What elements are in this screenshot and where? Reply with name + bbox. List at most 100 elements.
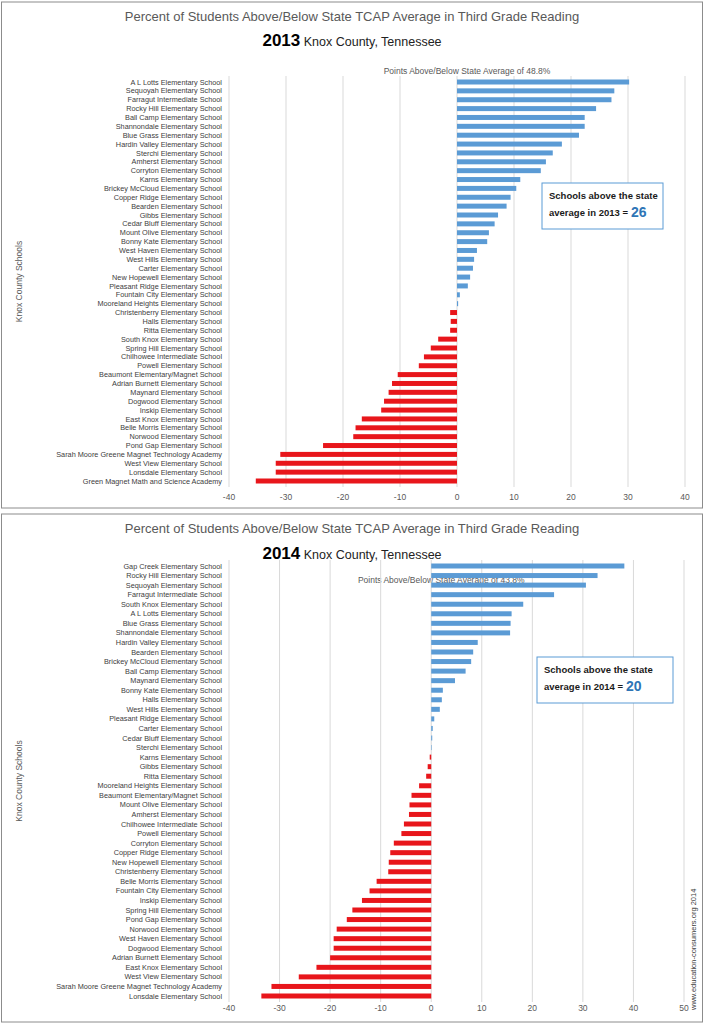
category-label: Bonny Kate Elementary School — [121, 686, 222, 695]
category-label: Fountain City Elementary School — [116, 886, 223, 895]
category-label: Dogwood Elementary School — [128, 944, 222, 953]
bar — [431, 697, 442, 702]
bar — [431, 745, 433, 750]
category-label: A L Lotts Elementary School — [131, 78, 223, 87]
category-label: Copper Ridge Elementary School — [114, 193, 223, 202]
grid-line — [330, 560, 331, 1002]
bar — [431, 573, 597, 578]
bar — [431, 659, 471, 664]
category-label: Gibbs Elementary School — [140, 211, 223, 220]
category-label: Ritta Elementary School — [144, 772, 223, 781]
bar — [438, 337, 457, 342]
category-label: Rocky Hill Elementary School — [126, 571, 222, 580]
tick-label: 0 — [429, 1003, 434, 1013]
annotation-value: 26 — [631, 204, 647, 220]
subtitle: 2014 Knox County, Tennessee — [262, 544, 441, 563]
bar — [419, 783, 431, 788]
category-label: West Haven Elementary School — [119, 934, 222, 943]
category-label: Blue Grass Elementary School — [123, 619, 223, 628]
bar — [457, 275, 470, 280]
subtitle-year: 2014 — [262, 544, 300, 563]
category-label: Spring Hill Elementary School — [125, 906, 222, 915]
grid-line — [343, 76, 344, 487]
category-label: East Knox Elementary School — [125, 963, 222, 972]
category-label: Halls Elementary School — [143, 317, 223, 326]
category-label: Maynard Elementary School — [130, 388, 222, 397]
bar — [431, 602, 523, 607]
bar — [381, 408, 457, 413]
bar — [352, 908, 431, 913]
category-label: West Hills Elementary School — [126, 255, 222, 264]
category-label: Pleasant Ridge Elementary School — [109, 714, 222, 723]
category-label: New Hopewell Elementary School — [112, 858, 222, 867]
bar — [409, 812, 431, 817]
category-label: Gap Creek Elementary School — [123, 562, 222, 571]
tick-label: 20 — [528, 1003, 538, 1013]
tick-label: -10 — [375, 1003, 388, 1013]
category-label: Powell Elementary School — [137, 361, 222, 370]
bar — [299, 974, 431, 979]
category-label: Hardin Valley Elementary School — [116, 140, 223, 149]
bar — [431, 611, 511, 616]
category-label: Copper Ridge Elementary School — [114, 848, 223, 857]
bar — [390, 850, 431, 855]
category-label: Chilhowee Intermediate School — [121, 352, 222, 361]
tick-label: 40 — [680, 492, 690, 502]
bar — [457, 133, 579, 138]
category-label: South Knox Elementary School — [121, 335, 222, 344]
grid-line — [279, 560, 280, 1002]
category-label: Brickey McCloud Elementary School — [104, 657, 222, 666]
tick-label: 10 — [509, 492, 519, 502]
category-label: Ball Camp Elementary School — [125, 667, 222, 676]
bar — [256, 479, 457, 484]
panel-frame — [2, 514, 703, 1022]
category-label: Sarah Moore Greene Magnet Technology Aca… — [56, 982, 222, 991]
annotation-value: 20 — [626, 678, 642, 694]
annotation-text: average in 2013 = — [549, 207, 628, 218]
bar — [457, 221, 495, 226]
tick-label: 40 — [629, 1003, 639, 1013]
tick-label: 30 — [623, 492, 633, 502]
category-label: Adrian Burnett Elementary School — [112, 953, 222, 962]
category-label: Bearden Elementary School — [131, 202, 222, 211]
title: Percent of Students Above/Below State TC… — [125, 9, 579, 24]
bar — [330, 955, 431, 960]
bar — [457, 80, 629, 85]
bar — [431, 688, 443, 693]
tick-label: -20 — [337, 492, 350, 502]
category-label: West Haven Elementary School — [119, 246, 222, 255]
bar — [457, 204, 507, 209]
bar — [409, 802, 431, 807]
bar — [431, 621, 510, 626]
bar — [280, 452, 457, 457]
tick-label: 30 — [578, 1003, 588, 1013]
category-label: Ball Camp Elementary School — [125, 113, 222, 122]
chart-panel: Percent of Students Above/Below State TC… — [2, 2, 703, 508]
bar — [353, 434, 457, 439]
category-label: Belle Morris Elementary School — [120, 423, 222, 432]
category-label: Pleasant Ridge Elementary School — [109, 282, 222, 291]
bar — [457, 106, 596, 111]
bar — [431, 583, 586, 588]
tick-label: 50 — [679, 1003, 689, 1013]
category-label: A L Lotts Elementary School — [131, 609, 223, 618]
tick-label: -30 — [280, 492, 293, 502]
category-label: Beaumont Elementary/Magnet School — [99, 370, 222, 379]
bar — [457, 168, 541, 173]
bar — [370, 888, 432, 893]
category-label: Chilhowee Intermediate School — [121, 820, 222, 829]
category-label: Hardin Valley Elementary School — [116, 638, 223, 647]
category-label: Inskip Elementary School — [140, 406, 223, 415]
category-label: Pond Gap Elementary School — [126, 441, 223, 450]
category-label: Sarah Moore Greene Magnet Technology Aca… — [56, 450, 222, 459]
bar — [362, 898, 431, 903]
category-label: Spring Hill Elementary School — [125, 344, 222, 353]
category-label: Christenberry Elementary School — [115, 308, 222, 317]
bar — [377, 879, 432, 884]
bar — [430, 755, 432, 760]
category-label: West Hills Elementary School — [126, 705, 222, 714]
category-label: Shannondale Elementary School — [116, 628, 223, 637]
bar — [431, 640, 478, 645]
grid-line — [628, 76, 629, 487]
bars — [256, 80, 629, 484]
